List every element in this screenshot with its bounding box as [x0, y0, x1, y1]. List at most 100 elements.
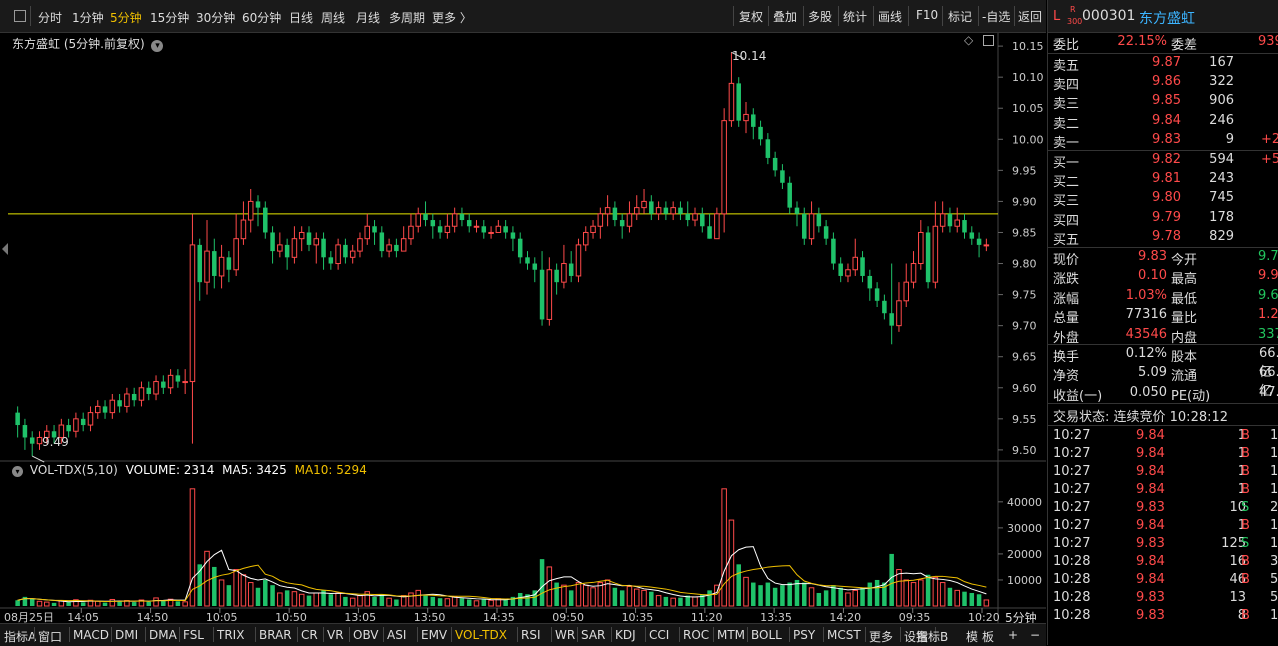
- back-button[interactable]: 返回: [1018, 10, 1043, 24]
- diamond-icon[interactable]: ◇: [964, 33, 974, 47]
- tick-time: 10:27: [1053, 482, 1091, 497]
- period-tab[interactable]: 多周期: [389, 11, 426, 25]
- indicator-tab[interactable]: PSY: [793, 628, 816, 642]
- candle-body: [335, 244, 341, 265]
- period-tab[interactable]: 1分钟: [72, 11, 104, 25]
- order-book-row[interactable]: 卖一 9.83 9 +2: [1048, 131, 1278, 151]
- indicator-tab[interactable]: VR: [327, 628, 344, 642]
- multi-stock-button[interactable]: 多股: [808, 10, 833, 24]
- indicator-tab[interactable]: FSL: [183, 628, 204, 642]
- indicator-tab[interactable]: CR: [301, 628, 318, 642]
- indicator-tab[interactable]: TRIX: [217, 628, 245, 642]
- indicator-tab[interactable]: 指标A: [4, 630, 37, 644]
- candle-body: [780, 170, 785, 183]
- order-book-row[interactable]: 卖三 9.85 906: [1048, 92, 1278, 112]
- period-tab[interactable]: 月线: [356, 11, 381, 25]
- period-tab[interactable]: 周线: [321, 11, 346, 25]
- indicator-tab[interactable]: OBV: [353, 628, 379, 642]
- order-level-label: 买五: [1053, 232, 1080, 248]
- f10-button[interactable]: F10: [916, 8, 939, 22]
- divider: [111, 627, 112, 642]
- zoom-out-button[interactable]: −: [1030, 628, 1041, 642]
- indicator-tab[interactable]: RSI: [521, 628, 541, 642]
- chevron-down-icon[interactable]: ▾: [151, 40, 164, 52]
- indicator-tab[interactable]: MCST: [827, 628, 861, 642]
- order-book-row[interactable]: 卖二 9.84 246: [1048, 112, 1278, 132]
- kline-chart[interactable]: 10.15 10.10 10.05 10.00 9.95 9.90 9.85 9.80 9.75…: [0, 33, 1046, 623]
- candle-body: [867, 275, 873, 289]
- grid-icon[interactable]: [14, 10, 26, 22]
- indicator-tab[interactable]: 模: [966, 630, 979, 644]
- stock-code[interactable]: 000301: [1082, 8, 1136, 24]
- period-tab-active[interactable]: 5分钟: [110, 11, 142, 25]
- kline-chart-area[interactable]: 10.15 10.10 10.05 10.00 9.95 9.90 9.85 9.80 9.75…: [0, 33, 1046, 625]
- indicator-tab[interactable]: KDJ: [615, 628, 636, 642]
- stat-label: 内盘: [1171, 330, 1198, 346]
- vol-indicator-name[interactable]: VOL-TDX(5,10): [29, 463, 118, 477]
- indicator-tab[interactable]: MACD: [73, 628, 109, 642]
- order-book-row[interactable]: 买五 9.78 829: [1048, 228, 1278, 248]
- candle-body: [751, 114, 756, 127]
- indicator-tab[interactable]: SAR: [581, 628, 606, 642]
- chevron-down-icon[interactable]: ▾: [12, 466, 23, 477]
- indicator-tab[interactable]: 设置: [904, 630, 929, 644]
- indicator-tab[interactable]: DMA: [149, 628, 177, 642]
- indicator-tab[interactable]: 板: [982, 630, 995, 644]
- candle-body: [182, 381, 188, 384]
- draw-line-button[interactable]: 画线: [878, 10, 903, 24]
- restore-right-button[interactable]: 复权: [739, 10, 764, 24]
- period-tab[interactable]: 60分钟: [242, 11, 282, 25]
- order-book-row[interactable]: 买四 9.79 178: [1048, 209, 1278, 229]
- candle-body: [597, 213, 604, 227]
- indicator-tab[interactable]: 更多: [869, 630, 894, 644]
- chart-title[interactable]: 东方盛虹 (5分钟.前复权) ▾: [12, 35, 164, 52]
- order-book-row[interactable]: 卖五 9.87 167: [1048, 54, 1278, 74]
- more-periods[interactable]: 更多 〉: [432, 11, 472, 25]
- indicator-tab[interactable]: WR: [555, 628, 576, 642]
- order-ratio-value: 22.15%: [1117, 34, 1167, 49]
- indicator-tab[interactable]: 指标B: [916, 630, 949, 644]
- window-restore-icon[interactable]: [983, 35, 994, 46]
- period-tab[interactable]: 分时: [38, 11, 63, 25]
- indicator-tab[interactable]: BOLL: [751, 628, 782, 642]
- period-label[interactable]: 5分钟: [1005, 611, 1037, 625]
- stat-value: 0.10: [1138, 268, 1167, 284]
- indicator-tab[interactable]: ASI: [387, 628, 407, 642]
- indicator-tab[interactable]: EMV: [421, 628, 448, 642]
- order-book-row[interactable]: 买三 9.80 745: [1048, 189, 1278, 209]
- order-book-row[interactable]: 卖四 9.86 322: [1048, 73, 1278, 93]
- indicator-tab[interactable]: ROC: [683, 628, 710, 642]
- order-price: 9.87: [1152, 55, 1181, 70]
- indicator-tab[interactable]: 窗口: [38, 630, 63, 644]
- period-tab[interactable]: 日线: [289, 11, 314, 25]
- order-book-row[interactable]: 买二 9.81 243: [1048, 170, 1278, 190]
- candle-body: [525, 257, 530, 264]
- indicator-tab[interactable]: CCI: [649, 628, 670, 642]
- candle-body: [349, 250, 356, 258]
- candle-body: [430, 220, 436, 227]
- candle-body: [233, 238, 239, 271]
- volume-tick-label: 40000: [1007, 496, 1042, 509]
- order-book-row[interactable]: 买一 9.82 594 +51: [1048, 151, 1278, 171]
- tick-side: B: [1241, 554, 1250, 569]
- order-volume: 906: [1209, 93, 1234, 109]
- candle-body: [743, 113, 749, 122]
- stat-value: 33770: [1258, 326, 1278, 342]
- statistics-button[interactable]: 统计: [843, 10, 868, 24]
- indicator-tab[interactable]: VOL-TDX: [455, 628, 507, 642]
- indicator-tab[interactable]: BRAR: [259, 628, 292, 642]
- candle-body: [357, 238, 363, 252]
- add-favorite-button[interactable]: -自选: [982, 10, 1011, 24]
- price-tick-label: 9.60: [1012, 382, 1037, 395]
- zoom-in-button[interactable]: +: [1008, 628, 1019, 642]
- mark-button[interactable]: 标记: [948, 10, 973, 24]
- period-tab[interactable]: 30分钟: [196, 11, 236, 25]
- indicator-tab[interactable]: MTM: [717, 628, 746, 642]
- period-tab[interactable]: 15分钟: [150, 11, 190, 25]
- candle-body: [575, 244, 582, 277]
- volume-bar: [633, 588, 640, 607]
- overlay-button[interactable]: 叠加: [773, 10, 798, 24]
- indicator-tab[interactable]: DMI: [115, 628, 139, 642]
- tick-time: 10:27: [1053, 518, 1091, 533]
- stock-name[interactable]: 东方盛虹: [1139, 11, 1195, 27]
